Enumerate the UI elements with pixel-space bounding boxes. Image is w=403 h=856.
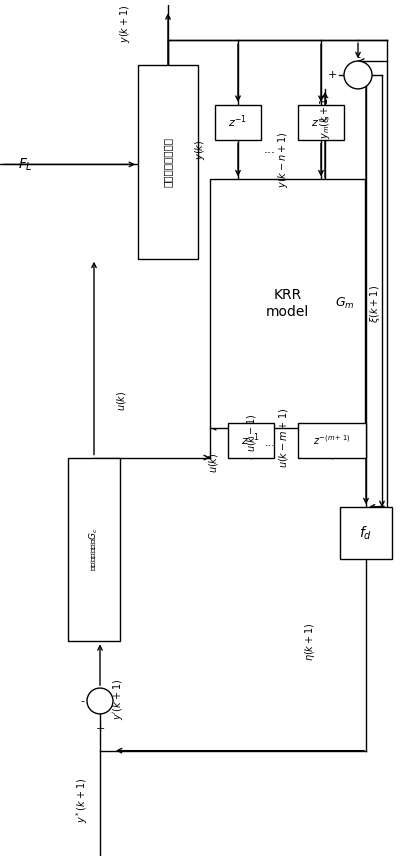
Text: $F_L$: $F_L$ xyxy=(18,156,32,173)
Text: $u(k)$: $u(k)$ xyxy=(116,390,129,411)
Text: KRR
model: KRR model xyxy=(266,288,309,318)
Text: $z^{-1}$: $z^{-1}$ xyxy=(241,431,261,449)
Text: -: - xyxy=(356,52,360,62)
Text: +: + xyxy=(327,70,337,80)
Text: $y'(k+1)$: $y'(k+1)$ xyxy=(111,679,125,720)
Bar xyxy=(298,423,366,458)
Text: $y(k-n+1)$: $y(k-n+1)$ xyxy=(276,131,290,187)
Bar xyxy=(138,65,198,259)
Text: $z^{-(m+1)}$: $z^{-(m+1)}$ xyxy=(313,433,351,447)
Text: $z^{-1}$: $z^{-1}$ xyxy=(229,114,247,130)
Bar xyxy=(228,423,274,458)
Text: 弦截法的控制器$G_c$: 弦截法的控制器$G_c$ xyxy=(88,527,100,572)
Text: ...: ... xyxy=(264,437,275,448)
Text: $y^*(k+1)$: $y^*(k+1)$ xyxy=(74,777,90,823)
Bar xyxy=(68,458,120,641)
Circle shape xyxy=(344,61,372,89)
Text: -: - xyxy=(80,696,84,706)
Text: $y_m(k+1)$: $y_m(k+1)$ xyxy=(318,94,332,140)
Bar xyxy=(298,104,344,140)
Bar xyxy=(340,508,392,559)
Text: $u(k)$: $u(k)$ xyxy=(206,452,220,473)
Text: $G_m$: $G_m$ xyxy=(335,296,355,311)
Text: $u(k-m+1)$: $u(k-m+1)$ xyxy=(276,407,289,467)
Text: $\eta(k+1)$: $\eta(k+1)$ xyxy=(303,622,317,661)
Circle shape xyxy=(87,688,113,714)
Bar xyxy=(215,104,261,140)
Text: $\xi(k+1)$: $\xi(k+1)$ xyxy=(368,284,382,323)
Text: $u(k-1)$: $u(k-1)$ xyxy=(245,413,258,452)
Text: 永磁同步直线电机: 永磁同步直线电机 xyxy=(163,137,173,187)
Text: $f_d$: $f_d$ xyxy=(359,525,372,542)
Text: $y(k)$: $y(k)$ xyxy=(193,140,207,160)
Bar xyxy=(210,179,365,428)
Text: $y(k+1)$: $y(k+1)$ xyxy=(118,4,132,43)
Text: +: + xyxy=(96,724,105,734)
Text: $z^{-n}$: $z^{-n}$ xyxy=(312,116,330,129)
Text: ...: ... xyxy=(264,143,276,156)
